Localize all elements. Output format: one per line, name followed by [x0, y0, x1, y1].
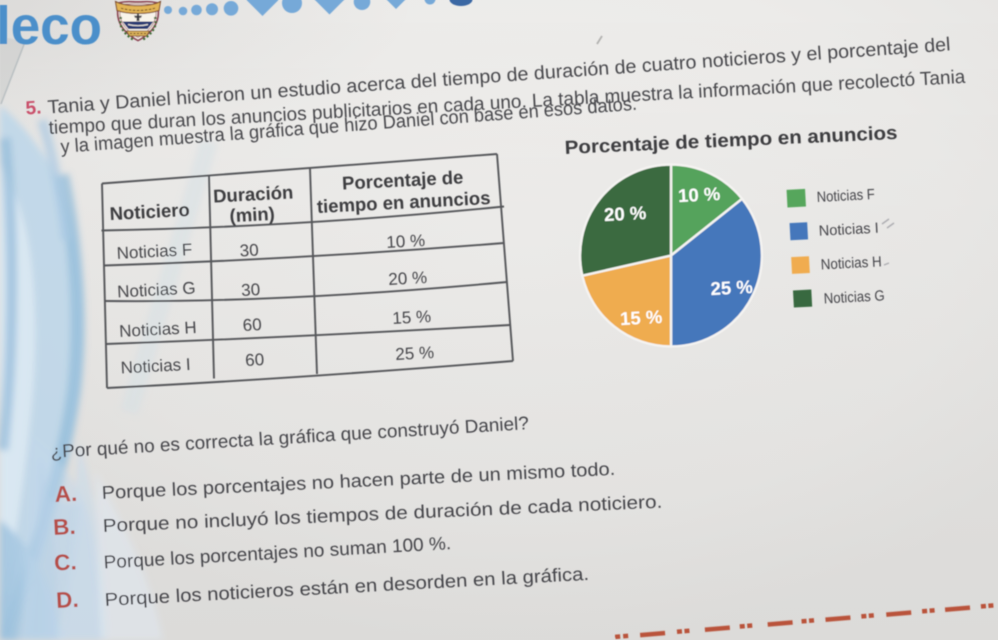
svg-text:leco: leco: [0, 0, 102, 56]
svg-text:Noticias I: Noticias I: [120, 355, 191, 378]
svg-text:60: 60: [242, 315, 262, 335]
svg-text:A.: A.: [54, 481, 78, 507]
svg-text:D.: D.: [55, 587, 79, 613]
svg-text:10 %: 10 %: [386, 231, 426, 252]
svg-text:Noticias H: Noticias H: [119, 318, 197, 341]
svg-text:Noticias G: Noticias G: [117, 278, 196, 301]
svg-text:5.: 5.: [25, 97, 42, 119]
svg-text:Duración: Duración: [213, 181, 294, 206]
svg-text:20 %: 20 %: [388, 268, 428, 289]
svg-text:B.: B.: [52, 514, 76, 540]
svg-text:30: 30: [241, 280, 261, 300]
svg-text:(min): (min): [229, 203, 275, 226]
svg-text:15 %: 15 %: [392, 307, 432, 328]
svg-text:C.: C.: [53, 549, 77, 575]
svg-text:10 %: 10 %: [678, 183, 721, 206]
svg-text:25 %: 25 %: [710, 276, 753, 299]
svg-text:Noticias F: Noticias F: [116, 240, 192, 263]
svg-text:Noticias G: Noticias G: [823, 288, 885, 307]
svg-text:60: 60: [245, 350, 265, 370]
svg-text:20 %: 20 %: [604, 202, 647, 225]
svg-text:15 %: 15 %: [620, 306, 663, 329]
svg-text:30: 30: [239, 241, 259, 261]
svg-text:Noticias H: Noticias H: [820, 254, 882, 273]
svg-text:Noticias F: Noticias F: [816, 187, 875, 206]
svg-text:Noticiero: Noticiero: [109, 199, 190, 224]
svg-text:Noticias I: Noticias I: [818, 221, 879, 240]
svg-text:25 %: 25 %: [395, 343, 435, 364]
